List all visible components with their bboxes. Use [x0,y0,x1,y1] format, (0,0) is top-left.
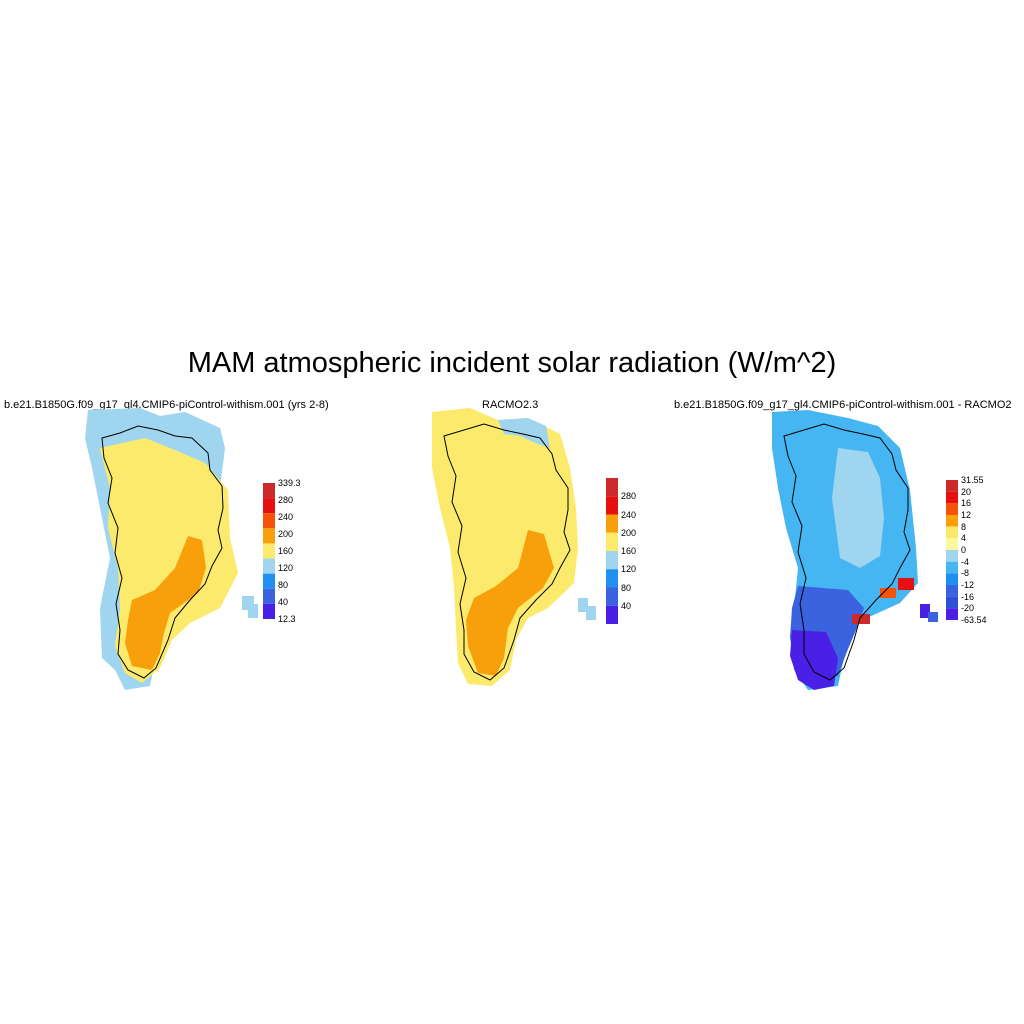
colorbar-swatch [263,483,275,499]
colorbar-tick-label: 120 [278,563,294,573]
colorbar-swatch [946,573,958,585]
panel-2-colorbar-swatches [606,478,618,624]
colorbar-swatch [946,596,958,609]
colorbar-tick-label: 80 [621,582,632,593]
colorbar-swatch [946,561,958,574]
map-coastline [443,423,571,681]
panel-1-colorbar: 339.3 280 240 200 160 120 80 40 12.3 [263,478,301,624]
map-light-blue-fringe [498,418,550,448]
colorbar-tick-label: 160 [621,546,637,556]
map-red-coast [852,578,914,624]
colorbar-tick-label: 339.3 [278,478,301,488]
map-deep-blue-tip [790,630,838,690]
colorbar-swatch [263,573,275,589]
colorbar-swatch [606,605,618,624]
colorbar-tick-label: 12.3 [278,614,296,624]
colorbar-swatch [946,503,958,515]
colorbar-tick-label: 280 [278,495,294,505]
colorbar-swatch [263,528,275,544]
colorbar-tick-label: 16 [961,498,972,509]
panel-3-map [772,410,938,690]
colorbar-tick-label: -16 [961,591,975,602]
panel-1-map [85,408,258,690]
colorbar-swatch [946,526,958,539]
colorbar-swatch [606,569,618,588]
colorbar-tick-label: 280 [621,491,637,502]
colorbar-tick-label: -8 [961,568,970,579]
map-coastline [101,425,224,679]
colorbar-swatch [946,515,958,527]
colorbar-tick-label: 200 [278,529,294,539]
colorbar-swatch [606,478,618,497]
colorbar-tick-label: 31.55 [961,475,984,485]
colorbar-tick-label: 12 [961,510,972,520]
map-orange-field [125,536,206,670]
map-orange-field [466,530,554,676]
panel-2-map [432,408,596,686]
map-light-blue-core [832,448,884,568]
colorbar-swatch [606,587,618,606]
colorbar-swatch [946,491,958,504]
colorbar-tick-label: 200 [621,527,637,538]
colorbar-swatch [263,558,275,574]
colorbar-tick-label: -63.54 [961,615,987,625]
colorbar-tick-label: -4 [961,556,970,567]
colorbar-swatch [263,513,275,529]
colorbar-tick-label: 240 [621,509,637,520]
panel-2-colorbar: 280 240 200 160 120 80 40 [606,478,636,629]
panel-3-colorbar-swatches [946,480,958,620]
map-coastline [783,423,911,681]
panel-1-title: b.e21.B1850G.f09_g17_gl4.CMIP6-piControl… [4,399,329,411]
panel-3-title: b.e21.B1850G.f09_g17_gl4.CMIP6-piControl… [674,399,1012,411]
colorbar-swatch [946,538,958,550]
figure-title: MAM atmospheric incident solar radiation… [187,347,837,379]
colorbar-tick-label: 240 [278,512,294,522]
colorbar-swatch [606,532,618,551]
colorbar-swatch [606,551,618,570]
colorbar-tick-label: 160 [278,546,294,556]
colorbar-tick-label: 120 [621,564,637,575]
colorbar-tick-label: -20 [961,603,975,614]
panel-1-colorbar-swatches [263,483,275,619]
colorbar-tick-label: 40 [621,600,632,611]
map-islet [578,598,596,620]
colorbar-tick-label: 8 [961,521,967,532]
panel-2-title: RACMO2.3 [482,399,539,411]
colorbar-tick-label: 80 [278,580,289,590]
colorbar-tick-label: -12 [961,580,975,590]
colorbar-swatch [263,543,275,559]
map-islet [242,596,258,618]
colorbar-swatch [946,608,958,620]
colorbar-swatch [606,496,618,515]
colorbar-swatch [263,603,275,619]
colorbar-swatch [263,588,275,604]
colorbar-swatch [606,514,618,533]
colorbar-tick-label: 4 [961,533,967,544]
colorbar-tick-label: 40 [278,597,289,607]
colorbar-swatch [946,550,958,562]
colorbar-swatch [946,480,958,492]
colorbar-tick-label: 20 [961,486,972,497]
panel-3-colorbar: 31.55 20 16 12 8 4 0 -4 -8 -12 -16 -20 -63.54 [946,475,987,625]
colorbar-swatch [263,498,275,514]
colorbar-tick-label: 0 [961,545,967,555]
map-islet [920,604,938,622]
colorbar-swatch [946,585,958,597]
